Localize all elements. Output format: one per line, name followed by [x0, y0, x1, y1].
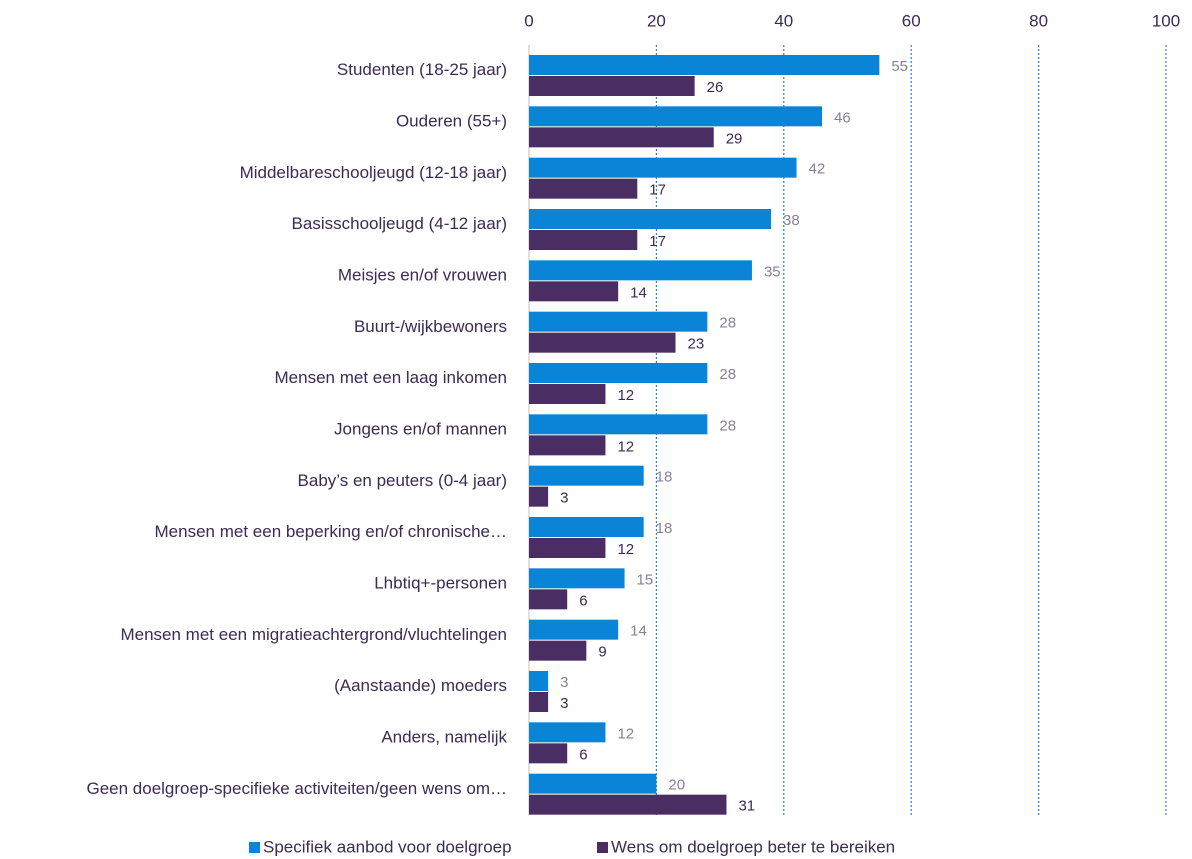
y-tick-label: Mensen met een laag inkomen: [275, 368, 507, 387]
value-label: 14: [630, 623, 647, 640]
x-tick-label: 40: [774, 11, 793, 30]
y-tick-label: Jongens en/of mannen: [334, 419, 507, 438]
value-label: 17: [649, 182, 666, 199]
legend-swatch: [597, 842, 608, 853]
value-label: 17: [649, 233, 666, 250]
bar: [529, 209, 772, 229]
bar: [529, 178, 638, 199]
bar: [529, 435, 606, 456]
value-label: 3: [560, 490, 568, 507]
value-label: 12: [617, 725, 634, 742]
x-tick-label: 60: [902, 11, 921, 30]
value-label: 6: [579, 746, 587, 763]
y-tick-label: (Aanstaande) moeders: [334, 676, 507, 695]
x-tick-label: 0: [524, 11, 533, 30]
value-label: 55: [891, 58, 908, 75]
y-tick-label: Middelbareschooljeugd (12-18 jaar): [240, 163, 507, 182]
bar: [529, 538, 606, 558]
bar: [529, 332, 676, 353]
bar: [529, 414, 708, 435]
bar: [529, 722, 606, 743]
value-label: 3: [560, 674, 568, 691]
y-tick-label: Ouderen (55+): [396, 111, 507, 130]
value-label: 6: [579, 592, 587, 609]
legend-label: Wens om doelgroep beter te bereiken: [611, 837, 895, 856]
x-tick-label: 20: [647, 11, 666, 30]
value-label: 15: [637, 571, 654, 588]
y-tick-label: Lhbtiq+-personen: [374, 573, 507, 592]
bar: [529, 743, 568, 764]
value-label: 12: [617, 438, 634, 455]
y-tick-label: Meisjes en/of vrouwen: [338, 265, 507, 284]
value-label: 28: [719, 366, 736, 383]
bar: [529, 230, 638, 250]
bar: [529, 671, 549, 691]
value-label: 18: [656, 520, 673, 537]
value-label: 23: [688, 336, 705, 353]
value-label: 3: [560, 695, 568, 712]
bar: [529, 76, 695, 96]
value-label: 9: [598, 644, 606, 661]
bar: [529, 127, 714, 148]
value-label: 42: [809, 161, 826, 178]
y-tick-label: Geen doelgroep-specifieke activiteiten/g…: [86, 779, 507, 798]
value-label: 28: [719, 315, 736, 332]
value-label: 14: [630, 284, 647, 301]
bar: [529, 773, 657, 794]
bar: [529, 281, 619, 302]
bar: [529, 486, 549, 507]
bar: [529, 311, 708, 332]
y-tick-label: Anders, namelijk: [381, 727, 507, 746]
value-label: 26: [707, 79, 724, 96]
bar: [529, 589, 568, 610]
value-label: 20: [668, 777, 685, 794]
bar: [529, 157, 797, 178]
y-tick-label: Studenten (18-25 jaar): [337, 60, 507, 79]
value-label: 28: [719, 417, 736, 434]
value-label: 12: [617, 387, 634, 404]
bar: [529, 517, 644, 537]
value-label: 35: [764, 263, 781, 280]
bar: [529, 260, 752, 281]
x-tick-label: 80: [1029, 11, 1048, 30]
bar: [529, 384, 606, 404]
value-label: 31: [738, 798, 755, 815]
y-tick-label: Basisschooljeugd (4-12 jaar): [292, 214, 507, 233]
y-tick-label: Baby’s en peuters (0-4 jaar): [298, 471, 507, 490]
legend-label: Specifiek aanbod voor doelgroep: [263, 837, 512, 856]
value-label: 12: [617, 541, 634, 558]
value-label: 29: [726, 130, 743, 147]
bar: [529, 640, 587, 661]
x-tick-label: 100: [1152, 11, 1180, 30]
y-tick-label: Buurt-/wijkbewoners: [354, 317, 507, 336]
bar: [529, 692, 549, 712]
value-label: 18: [656, 469, 673, 486]
bar: [529, 363, 708, 383]
bar: [529, 568, 625, 589]
value-label: 38: [783, 212, 800, 229]
bar: [529, 106, 823, 127]
bar: [529, 465, 644, 486]
bar: [529, 55, 880, 75]
legend-swatch: [249, 842, 260, 853]
bar: [529, 794, 727, 815]
value-label: 46: [834, 109, 851, 126]
bar: [529, 619, 619, 640]
y-tick-label: Mensen met een beperking en/of chronisch…: [155, 522, 507, 541]
y-tick-label: Mensen met een migratieachtergrond/vluch…: [120, 625, 507, 644]
